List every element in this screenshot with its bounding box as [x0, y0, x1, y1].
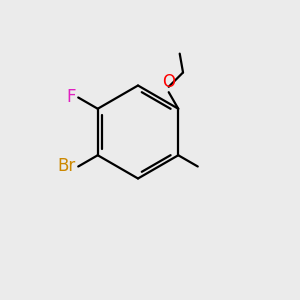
Text: Br: Br [58, 158, 76, 175]
Text: F: F [66, 88, 76, 106]
Text: O: O [162, 73, 175, 91]
